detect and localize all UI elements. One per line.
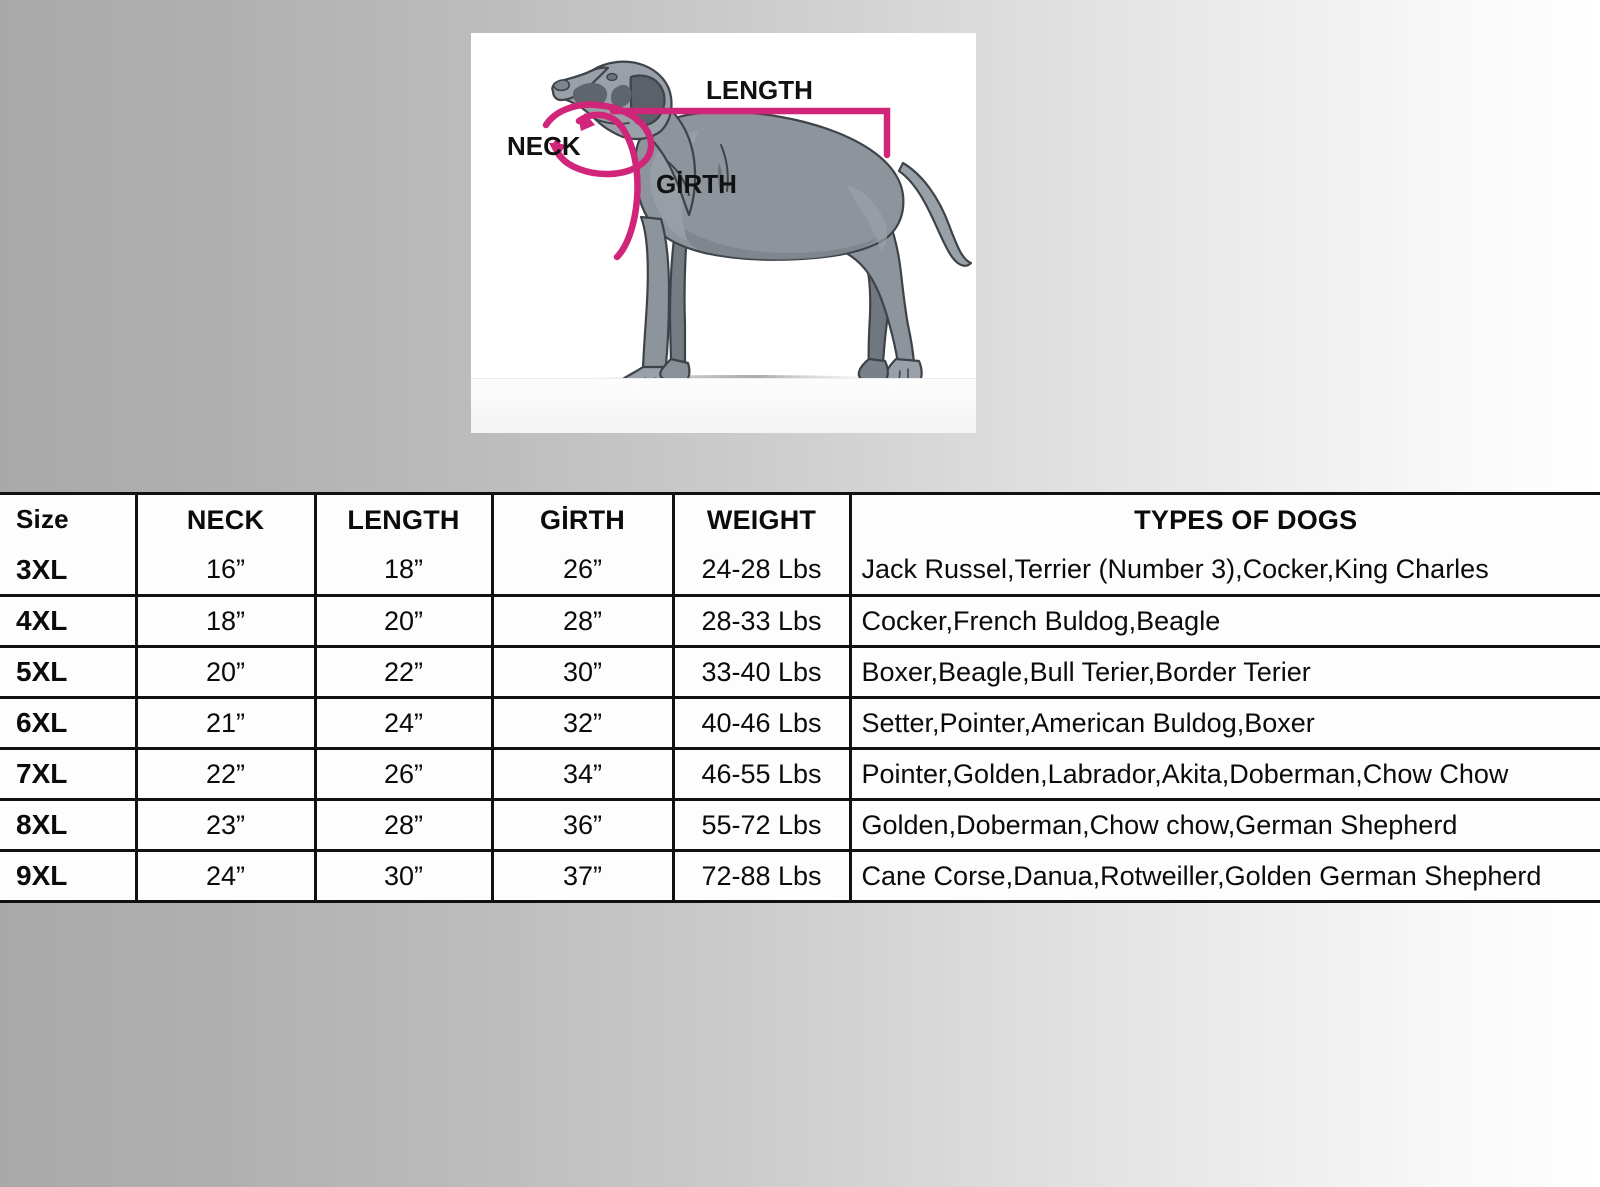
cell-length: 26” (315, 748, 494, 801)
cell-types: Setter,Pointer,American Buldog,Boxer (850, 697, 1600, 750)
column-header-length: LENGTH (315, 493, 494, 545)
cell-length: 28” (315, 799, 494, 852)
cell-types: Pointer,Golden,Labrador,Akita,Doberman,C… (850, 748, 1600, 801)
column-header-size: Size (0, 493, 138, 545)
cell-size: 5XL (0, 646, 138, 699)
column-header-girth: GİRTH (492, 493, 675, 545)
dog-measurement-illustration-panel: NECK LENGTH GİRTH (471, 33, 976, 433)
cell-length: 22” (315, 646, 494, 699)
cell-neck: 24” (136, 850, 317, 902)
cell-types: Jack Russel,Terrier (Number 3),Cocker,Ki… (850, 544, 1600, 597)
girth-measure-arrow (579, 113, 595, 131)
cell-types: Boxer,Beagle,Bull Terier,Border Terier (850, 646, 1600, 699)
dog-face-markings (572, 82, 632, 108)
cell-girth: 37” (492, 850, 675, 902)
table-row: 4XL 18” 20” 28” 28-33 Lbs Cocker,French … (0, 595, 1600, 648)
cell-types: Golden,Doberman,Chow chow,German Shepher… (850, 799, 1600, 852)
dog-belly-shade (685, 229, 879, 260)
table-row: 6XL 21” 24” 32” 40-46 Lbs Setter,Pointer… (0, 697, 1600, 750)
cell-length: 24” (315, 697, 494, 750)
cell-weight: 40-46 Lbs (673, 697, 852, 750)
cell-neck: 20” (136, 646, 317, 699)
cell-girth: 30” (492, 646, 675, 699)
column-header-types-of-dogs: TYPES OF DOGS (850, 493, 1600, 545)
cell-girth: 36” (492, 799, 675, 852)
girth-label: GİRTH (656, 169, 737, 199)
dog-body-detail-lines (666, 144, 729, 196)
cell-girth: 26” (492, 544, 675, 597)
cell-size: 8XL (0, 799, 138, 852)
cell-weight: 72-88 Lbs (673, 850, 852, 902)
table-row: 5XL 20” 22” 30” 33-40 Lbs Boxer,Beagle,B… (0, 646, 1600, 699)
table-header-row: Size NECK LENGTH GİRTH WEIGHT TYPES OF D… (0, 493, 1600, 545)
neck-measure-arrow (549, 143, 566, 158)
dog-front-leg (639, 215, 671, 373)
table-row: 8XL 23” 28” 36” 55-72 Lbs Golden,Doberma… (0, 799, 1600, 852)
cell-neck: 18” (136, 595, 317, 648)
table-row: 3XL 16” 18” 26” 24-28 Lbs Jack Russel,Te… (0, 544, 1600, 597)
column-header-weight: WEIGHT (673, 493, 852, 545)
dog-jaw-line (594, 118, 630, 125)
cell-size: 6XL (0, 697, 138, 750)
cell-girth: 32” (492, 697, 675, 750)
cell-girth: 28” (492, 595, 675, 648)
cell-length: 20” (315, 595, 494, 648)
cell-weight: 28-33 Lbs (673, 595, 852, 648)
cell-types: Cocker,French Buldog,Beagle (850, 595, 1600, 648)
cell-size: 9XL (0, 850, 138, 902)
dog-eye (606, 72, 618, 82)
cell-neck: 23” (136, 799, 317, 852)
cell-neck: 21” (136, 697, 317, 750)
cell-size: 7XL (0, 748, 138, 801)
cell-weight: 24-28 Lbs (673, 544, 852, 597)
column-header-neck: NECK (136, 493, 317, 545)
dog-flank-mark (717, 163, 723, 195)
size-chart-table: Size NECK LENGTH GİRTH WEIGHT TYPES OF D… (0, 492, 1600, 903)
cell-length: 18” (315, 544, 494, 597)
dog-silhouette (551, 60, 973, 394)
length-measure-bracket (609, 107, 891, 159)
cell-size: 3XL (0, 544, 138, 597)
dog-far-front-leg (668, 229, 689, 365)
neck-measure-line (542, 101, 655, 178)
neck-label: NECK (507, 131, 581, 161)
size-chart-table-container: Size NECK LENGTH GİRTH WEIGHT TYPES OF D… (0, 492, 1600, 904)
table-body: 3XL 16” 18” 26” 24-28 Lbs Jack Russel,Te… (0, 544, 1600, 902)
dog-tail (897, 161, 973, 267)
dog-diagram-svg: NECK LENGTH GİRTH (507, 60, 973, 394)
table-row: 7XL 22” 26” 34” 46-55 Lbs Pointer,Golden… (0, 748, 1600, 801)
cell-size: 4XL (0, 595, 138, 648)
table-header: Size NECK LENGTH GİRTH WEIGHT TYPES OF D… (0, 493, 1600, 545)
cell-types: Cane Corse,Danua,Rotweiller,Golden Germa… (850, 850, 1600, 902)
length-label: LENGTH (706, 75, 813, 105)
cell-girth: 34” (492, 748, 675, 801)
cell-neck: 16” (136, 544, 317, 597)
illustration-floor (471, 378, 976, 433)
measurement-markings (542, 101, 891, 261)
cell-neck: 22” (136, 748, 317, 801)
dog-nose (552, 79, 571, 92)
cell-weight: 46-55 Lbs (673, 748, 852, 801)
cell-length: 30” (315, 850, 494, 902)
cell-weight: 55-72 Lbs (673, 799, 852, 852)
table-row: 9XL 24” 30” 37” 72-88 Lbs Cane Corse,Dan… (0, 850, 1600, 902)
dog-rear-highlight (847, 185, 888, 251)
girth-measure-line (575, 111, 641, 261)
cell-weight: 33-40 Lbs (673, 646, 852, 699)
